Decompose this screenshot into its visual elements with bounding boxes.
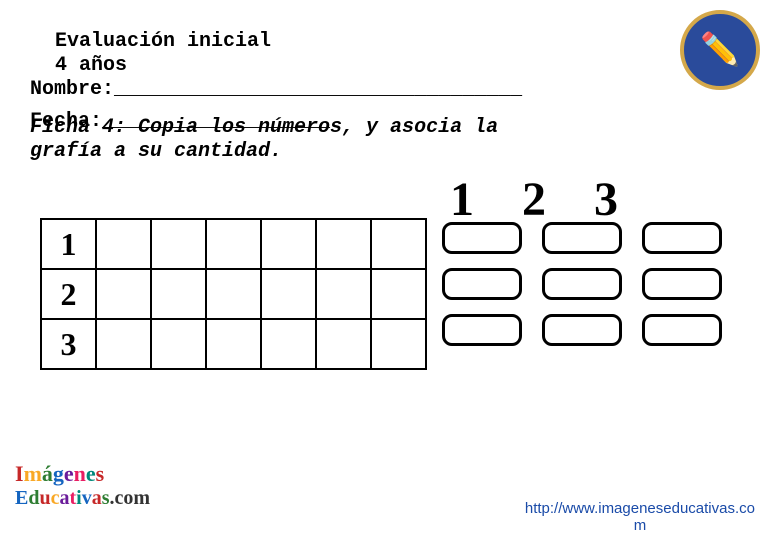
footer-logo-line1: Imágenes	[15, 461, 150, 487]
grid-cell	[206, 269, 261, 319]
grid-cell	[96, 319, 151, 369]
association-boxes	[442, 222, 722, 346]
grid-cell	[206, 219, 261, 269]
grid-cell	[96, 219, 151, 269]
big-number-2: 2	[522, 172, 546, 227]
quantity-box	[442, 268, 522, 300]
grid-cell-label: 1	[41, 219, 96, 269]
grid-cell	[151, 219, 206, 269]
quantity-box	[442, 314, 522, 346]
header-line1: Evaluación inicial	[55, 30, 271, 54]
big-number-3: 3	[594, 172, 618, 227]
grid-cell	[151, 319, 206, 369]
footer-url-text: http://www.imageneseducativas.co	[525, 500, 755, 517]
table-row: 3	[41, 319, 426, 369]
big-numbers-row: 1 2 3	[450, 172, 618, 227]
box-column-1	[442, 222, 522, 346]
grid-cell	[261, 269, 316, 319]
grid-cell	[316, 319, 371, 369]
grid-cell	[96, 269, 151, 319]
header-line2: 4 años	[55, 54, 271, 78]
badge-logo: ✏️	[680, 10, 760, 90]
footer-url-text-2: m	[634, 517, 647, 534]
grid-cell	[151, 269, 206, 319]
quantity-box	[642, 268, 722, 300]
grid-cell-label: 3	[41, 319, 96, 369]
big-number-1: 1	[450, 172, 474, 227]
box-column-2	[542, 222, 622, 346]
quantity-box	[642, 222, 722, 254]
table-row: 2	[41, 269, 426, 319]
header-title: Evaluación inicial 4 años	[55, 30, 271, 78]
nombre-field: Nombre:_________________________________…	[30, 78, 522, 101]
quantity-box	[442, 222, 522, 254]
quantity-box	[542, 268, 622, 300]
table-row: 1	[41, 219, 426, 269]
grid-cell	[316, 269, 371, 319]
grid-cell	[206, 319, 261, 369]
quantity-box	[542, 314, 622, 346]
grid-cell	[261, 319, 316, 369]
grid-cell	[371, 269, 426, 319]
box-column-3	[642, 222, 722, 346]
grid-cell-label: 2	[41, 269, 96, 319]
grid-cell	[371, 219, 426, 269]
grid-cell	[261, 219, 316, 269]
footer-logo: Imágenes Educativas.com	[15, 461, 150, 510]
quantity-box	[542, 222, 622, 254]
grid-cell	[316, 219, 371, 269]
ficha-instruction-2: grafía a su cantidad.	[30, 140, 282, 163]
ficha-instruction-1: Ficha 4: Copia los números, y asocia la	[30, 116, 498, 139]
grid-cell	[371, 319, 426, 369]
footer-logo-line2: Educativas.com	[15, 487, 150, 510]
pencil-icon: ✏️	[700, 30, 740, 70]
copy-grid: 1 2 3	[40, 218, 427, 370]
quantity-box	[642, 314, 722, 346]
footer-url[interactable]: http://www.imageneseducativas.co m	[525, 500, 755, 534]
